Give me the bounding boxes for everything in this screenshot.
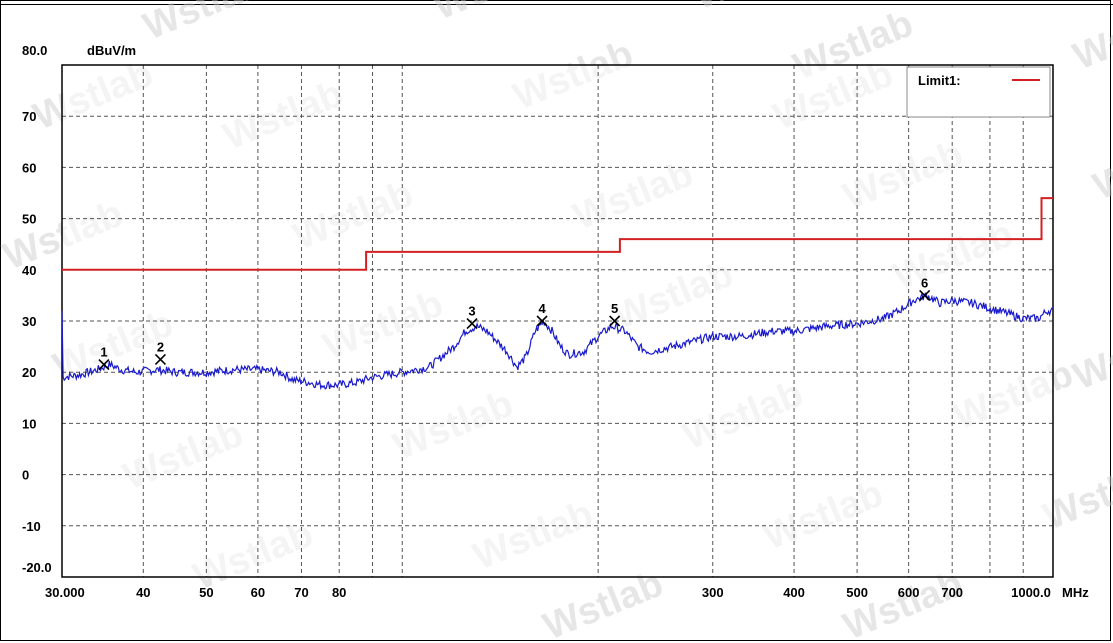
x-tick-label: 30.000	[45, 585, 85, 600]
watermark-text: Wstlab	[1068, 0, 1113, 78]
peak-marker-cross	[609, 315, 621, 327]
y-tick-label: 20	[22, 365, 36, 380]
plot-area	[62, 65, 1053, 577]
y-tick-label: 10	[22, 416, 36, 431]
peak-marker-2: 2	[154, 339, 167, 365]
y-tick-label: 70	[22, 109, 36, 124]
peak-marker-cross	[154, 353, 167, 365]
y-tick-label: 30	[22, 314, 36, 329]
x-tick-label: 700	[941, 585, 963, 600]
y-tick-label: 60	[22, 160, 36, 175]
measurement-trace	[61, 291, 1054, 391]
y-tick-label: 40	[22, 263, 36, 278]
x-tick-label: 40	[136, 585, 150, 600]
x-tick-label: 60	[251, 585, 265, 600]
watermark-text: Wstlab	[428, 0, 559, 28]
peak-marker-label: 3	[468, 304, 475, 319]
y-axis-unit: dBuV/m	[87, 43, 136, 58]
x-tick-label: 70	[294, 585, 308, 600]
peak-marker-5: 5	[609, 301, 621, 327]
y-tick-label: -20.0	[22, 560, 52, 575]
peak-marker-cross	[919, 289, 931, 301]
peak-marker-label: 2	[157, 339, 164, 354]
peak-marker-3: 3	[466, 304, 478, 330]
x-tick-label: 400	[783, 585, 805, 600]
x-tick-labels: 30.000 40 50 60 70 80 300 400 500 600 700 1000.0	[45, 585, 1051, 600]
peak-marker-1: 1	[98, 345, 110, 371]
peak-marker-label: 1	[100, 345, 107, 360]
x-tick-label: 600	[898, 585, 920, 600]
legend-label: Limit1:	[918, 73, 961, 88]
y-tick-label: 80.0	[22, 43, 47, 58]
grid-lines	[62, 65, 1053, 577]
peak-marker-cross	[466, 317, 478, 330]
watermark-text: Wstlab	[688, 0, 819, 18]
peak-markers: 1 2 3 4 5 6	[98, 275, 931, 371]
x-tick-label: 1000.0	[1011, 585, 1051, 600]
peak-marker-4: 4	[536, 301, 548, 327]
peak-marker-label: 5	[611, 301, 618, 316]
x-axis-unit: MHz	[1062, 585, 1089, 600]
peak-marker-cross	[98, 358, 110, 371]
y-tick-label: -10	[22, 519, 41, 534]
limit1-line	[62, 197, 1053, 271]
legend-box	[906, 66, 1051, 118]
x-tick-label: 300	[702, 585, 724, 600]
x-tick-label: 50	[199, 585, 213, 600]
x-tick-label: 500	[846, 585, 868, 600]
x-tick-label: 80	[332, 585, 346, 600]
peak-marker-6: 6	[919, 275, 931, 301]
y-tick-labels: 80.0 70 60 50 40 30 20 10 0 -10 -20.0	[22, 43, 52, 575]
top-border	[0, 4, 1113, 5]
y-tick-label: 0	[22, 468, 29, 483]
watermark-text: Wstlab	[1088, 123, 1113, 209]
peak-marker-cross	[536, 315, 548, 327]
peak-marker-label: 4	[538, 301, 546, 316]
peak-marker-label: 6	[921, 275, 928, 290]
legend: Limit1:	[906, 66, 1051, 118]
watermark-text: Wstlab	[138, 0, 269, 48]
y-tick-label: 50	[22, 212, 36, 227]
